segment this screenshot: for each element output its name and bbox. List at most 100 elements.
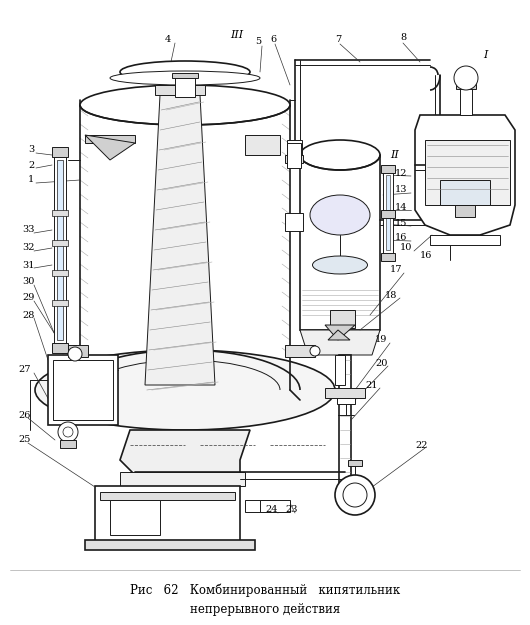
Text: 30: 30 (22, 278, 34, 286)
Text: 33: 33 (22, 226, 34, 234)
Text: 32: 32 (22, 244, 34, 252)
Text: 31: 31 (22, 261, 34, 269)
Circle shape (58, 422, 78, 442)
Bar (348, 460, 362, 466)
Text: 15: 15 (395, 219, 408, 228)
Text: непрерывного действия: непрерывного действия (190, 604, 340, 616)
Text: 21: 21 (365, 381, 377, 389)
Text: 20: 20 (375, 359, 387, 368)
Bar (52, 147, 68, 157)
Bar (245, 135, 280, 155)
Bar (54, 155, 66, 345)
Polygon shape (120, 430, 250, 475)
Bar (68, 345, 88, 357)
Polygon shape (328, 330, 350, 340)
Circle shape (63, 427, 73, 437)
Bar (48, 355, 118, 425)
Bar (335, 355, 345, 385)
Polygon shape (145, 95, 215, 385)
Bar (260, 500, 290, 512)
Text: 5: 5 (255, 38, 261, 46)
Ellipse shape (35, 350, 335, 430)
Text: III: III (230, 30, 243, 40)
Bar (172, 73, 198, 78)
Text: 27: 27 (18, 366, 31, 374)
Bar (381, 165, 395, 173)
Bar (285, 345, 315, 357)
Bar (52, 240, 68, 246)
Polygon shape (325, 325, 355, 340)
Polygon shape (300, 330, 380, 355)
Text: II: II (390, 150, 399, 160)
Bar (325, 388, 365, 398)
Bar (52, 300, 68, 306)
Text: 23: 23 (285, 506, 297, 514)
Bar (100, 492, 235, 500)
Bar (330, 310, 355, 328)
Ellipse shape (300, 140, 380, 170)
Ellipse shape (313, 256, 367, 274)
Text: 10: 10 (400, 244, 412, 252)
Text: 29: 29 (22, 294, 34, 302)
Text: 25: 25 (18, 436, 30, 444)
Text: 2: 2 (28, 161, 34, 169)
Bar (339, 355, 351, 495)
Text: 24: 24 (265, 506, 278, 514)
Bar (52, 210, 68, 216)
Bar (95, 486, 240, 541)
Bar (85, 135, 135, 143)
Text: Рис   62   Комбинированный   кипятильник: Рис 62 Комбинированный кипятильник (130, 583, 400, 597)
Bar (155, 85, 205, 95)
Bar (425, 140, 510, 205)
Text: 13: 13 (395, 186, 408, 194)
Ellipse shape (120, 61, 250, 83)
Text: I: I (483, 50, 488, 60)
Bar (85, 540, 255, 550)
Polygon shape (85, 135, 135, 160)
Polygon shape (415, 115, 515, 235)
Text: 3: 3 (28, 146, 34, 154)
Bar (337, 390, 355, 404)
Bar (285, 213, 303, 231)
Circle shape (68, 347, 82, 361)
Bar (60, 440, 76, 448)
Bar (175, 75, 195, 97)
Ellipse shape (310, 195, 370, 235)
Bar (245, 500, 275, 512)
Bar (120, 472, 245, 486)
Circle shape (454, 66, 478, 90)
Bar (52, 270, 68, 276)
Bar (300, 155, 380, 330)
Bar (430, 235, 500, 245)
Text: 22: 22 (415, 441, 428, 449)
Circle shape (335, 475, 375, 515)
Bar (383, 170, 393, 255)
Text: 28: 28 (22, 311, 34, 319)
Ellipse shape (80, 85, 290, 125)
Text: 12: 12 (395, 169, 408, 177)
Circle shape (310, 346, 320, 356)
Ellipse shape (110, 71, 260, 85)
Text: 4: 4 (165, 36, 171, 44)
Bar (287, 140, 302, 155)
Text: 18: 18 (385, 291, 398, 299)
Bar (110, 500, 160, 535)
Text: 1: 1 (28, 176, 34, 184)
Bar (287, 143, 301, 168)
Bar (381, 253, 395, 261)
Bar (455, 205, 475, 217)
Text: 26: 26 (18, 411, 30, 419)
Text: 14: 14 (395, 202, 408, 211)
Text: 19: 19 (375, 336, 387, 344)
Bar (440, 180, 490, 205)
Bar (460, 85, 472, 115)
Bar (386, 175, 390, 250)
Bar (381, 210, 395, 218)
Text: 6: 6 (270, 36, 276, 44)
Bar (53, 360, 113, 420)
Circle shape (343, 483, 367, 507)
Bar (456, 83, 476, 89)
Bar (52, 343, 68, 353)
Text: 7: 7 (335, 36, 341, 44)
Bar (57, 160, 63, 340)
